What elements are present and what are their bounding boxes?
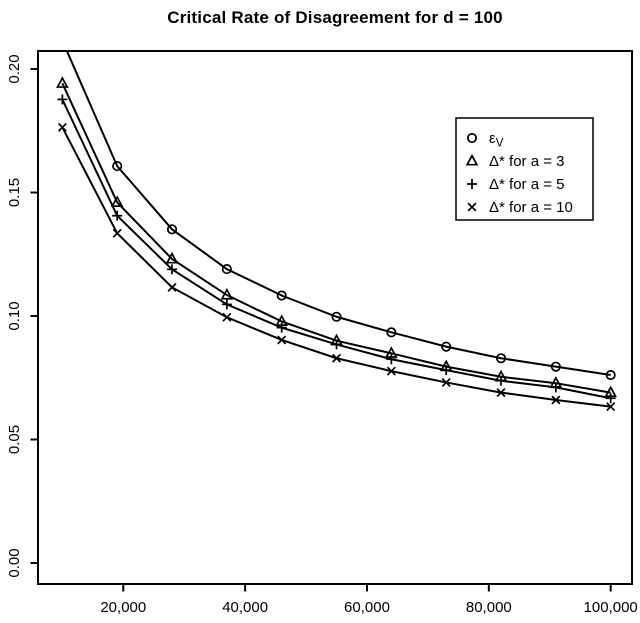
plus-marker [276,322,287,333]
chart-title: Critical Rate of Disagreement for d = 10… [167,8,503,27]
circle-marker [58,36,66,44]
x-marker [277,335,287,345]
y-tick-label: 0.20 [6,54,23,83]
triangle-marker [220,287,234,300]
legend-label: Δ* for a = 10 [489,199,573,216]
x-tick-label: 40,000 [222,599,268,616]
x-tick-label: 100,000 [584,599,638,616]
x-marker [467,202,477,212]
circle-marker [466,132,478,144]
legend-label: εV [489,130,504,150]
x-marker [57,122,67,132]
plus-marker [57,94,68,105]
triangle-marker [56,76,69,88]
triangle-marker [465,153,479,166]
y-tick-label: 0.00 [6,548,23,577]
y-tick-label: 0.10 [6,301,23,330]
x-marker [441,377,451,387]
circle-marker [605,369,616,381]
plus-marker [550,382,561,393]
circle-marker [495,353,507,364]
legend-label: Δ* for a = 5 [489,176,564,193]
x-tick-label: 80,000 [466,599,512,616]
plus-marker [167,264,178,275]
x-marker [551,395,561,405]
x-tick-label: 20,000 [100,599,146,616]
y-tick-label: 0.05 [6,425,23,454]
plus-marker [331,339,342,350]
x-marker [112,228,122,238]
circle-marker [112,161,123,172]
circle-marker [276,290,287,301]
plus-marker [221,299,232,310]
x-marker [386,366,396,376]
circle-marker [386,327,397,338]
series-line-circle [65,51,611,377]
x-marker [222,312,232,322]
plot-box [37,50,633,585]
plus-marker [441,365,452,376]
y-axis: 0.00 0.05 0.10 0.15 0.20 [6,54,38,578]
x-axis: 20,000 40,000 60,000 80,000 100,000 [100,584,638,616]
x-marker [167,282,177,292]
circle-marker [331,311,342,322]
y-tick-label: 0.15 [6,178,23,207]
legend: εV Δ* for a = 3 Δ* for a = 5 Δ* for a = 10 [455,117,594,221]
plus-marker [112,210,123,221]
circle-marker [550,361,561,372]
plus-marker [467,179,477,189]
circle-marker [166,224,178,235]
x-marker [496,388,506,398]
series-group [56,36,618,412]
triangle-marker [165,251,179,264]
x-marker [332,353,342,363]
plus-marker [386,354,397,365]
circle-marker [441,341,452,352]
plus-marker [605,393,616,404]
legend-label: Δ* for a = 3 [489,153,564,170]
plus-marker [496,375,507,386]
circle-marker [221,264,232,275]
x-marker [606,402,616,412]
x-tick-label: 60,000 [344,599,390,616]
triangle-marker [110,195,124,207]
legend-box [455,117,594,221]
